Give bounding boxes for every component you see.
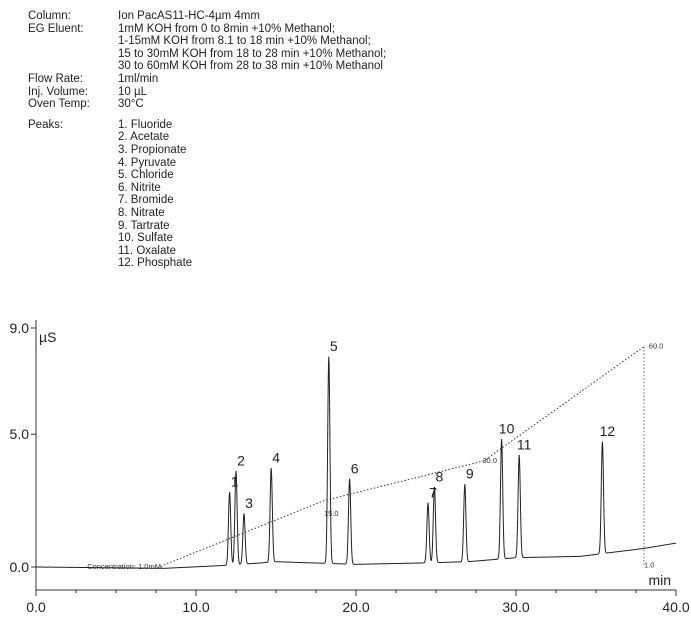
gradient-label: 60.0 [649, 342, 664, 351]
peak-marker [518, 454, 520, 457]
peak-marker [328, 356, 330, 358]
condition-injection: Inj. Volume: 10 µL [28, 86, 386, 99]
peak-label: 1 [231, 474, 239, 490]
peak-marker [433, 486, 435, 488]
peak-entry: 5. Chloride [118, 169, 174, 182]
condition-label: Oven Temp: [28, 98, 90, 111]
peak-entry: 11. Oxalate [118, 244, 176, 257]
peak-marker [501, 438, 503, 441]
peak-label: 10 [499, 421, 515, 437]
peak-marker [464, 484, 466, 486]
peak-marker [270, 468, 272, 470]
peak-label: 12 [600, 423, 616, 439]
peak-marker [427, 502, 429, 504]
condition-line: 30°C [118, 98, 144, 111]
condition-line: 30 to 60mM KOH from 28 to 38 min +10% Me… [118, 60, 383, 73]
peak-entry: 10. Sulfate [118, 232, 173, 245]
peak-entry: 9. Tartrate [118, 219, 170, 232]
peak-marker [243, 513, 245, 515]
peak-marker [349, 478, 351, 480]
y-tick-label: 5.0 [10, 426, 30, 442]
condition-oven: Oven Temp: 30°C [28, 98, 386, 111]
x-tick-label: 0.0 [26, 599, 46, 615]
peak-label: 9 [466, 466, 474, 482]
condition-eluent: EG Eluent: 1mM KOH from 0 to 8min +10% M… [28, 23, 386, 73]
condition-line: 1ml/min [118, 72, 159, 85]
peak-label: 8 [436, 468, 444, 484]
condition-line: 10 µL [118, 85, 148, 98]
peak-label: 7 [429, 484, 437, 500]
gradient-label: 30.0 [482, 456, 497, 465]
condition-label: EG Eluent: [28, 22, 84, 35]
peak-label: 6 [351, 460, 359, 476]
peak-label: 11 [517, 436, 532, 452]
peak-label: 4 [272, 450, 280, 466]
gradient-line [160, 346, 645, 568]
conditions-block: Column: Ion PacAS11-HC-4µm 4mm EG Eluent… [28, 10, 386, 270]
condition-label: Column: [28, 10, 71, 22]
peak-entry: 6. Nitrite [118, 181, 161, 194]
peak-entry: 12. Phosphate [118, 257, 193, 270]
condition-column: Column: Ion PacAS11-HC-4µm 4mm [28, 10, 386, 23]
peak-entry: 1. Fluoride [118, 118, 173, 131]
peak-label: 5 [330, 338, 338, 354]
peak-entry: 3. Propionate [118, 143, 187, 156]
condition-value: 30°C [118, 98, 144, 111]
peak-marker [601, 441, 604, 443]
peak-marker [235, 470, 237, 472]
x-unit-label: min [648, 572, 671, 588]
peak-marker [229, 492, 231, 494]
y-unit-label: µS [39, 329, 56, 345]
condition-line: 15 to 30mM KOH from 18 to 28 min +10% Me… [118, 47, 387, 60]
peaks-list: 1. Fluoride 2. Acetate 3. Propionate 4. … [118, 119, 192, 270]
condition-line: 1mM KOH from 0 to 8min +10% Methanol; [118, 22, 335, 35]
x-tick-label: 30.0 [502, 599, 529, 615]
x-tick-label: 40.0 [662, 599, 689, 615]
condition-value: 1mM KOH from 0 to 8min +10% Methanol; 1-… [118, 23, 386, 73]
gradient-label: Concentration: 1.0mM [87, 562, 161, 571]
y-tick-label: 9.0 [10, 320, 30, 336]
y-tick-label: 0.0 [10, 559, 30, 575]
chromatogram-trace [36, 357, 677, 569]
peaks-legend: Peaks: 1. Fluoride 2. Acetate 3. Propion… [28, 119, 386, 270]
condition-flow: Flow Rate: 1ml/min [28, 73, 386, 86]
condition-value: 10 µL [118, 86, 147, 99]
condition-line: 1-15mM KOH from 8.1 to 18 min +10% Metha… [118, 35, 371, 48]
x-tick-label: 20.0 [342, 599, 369, 615]
condition-value: Ion PacAS11-HC-4µm 4mm [118, 10, 260, 23]
condition-label: Inj. Volume: [28, 85, 89, 98]
peak-entry: 8. Nitrate [118, 206, 165, 219]
peak-entry: 4. Pyruvate [118, 156, 177, 169]
peaks-label: Peaks: [28, 118, 64, 131]
x-tick-label: 10.0 [182, 599, 209, 615]
peak-entry: 2. Acetate [118, 131, 170, 144]
condition-line: Ion PacAS11-HC-4µm 4mm [118, 10, 260, 22]
peak-entry: 7. Bromide [118, 194, 174, 207]
gradient-label: 1.0 [644, 561, 654, 570]
peak-label: 3 [245, 495, 253, 511]
condition-label: Flow Rate: [28, 72, 83, 85]
gradient-label: 15.0 [324, 509, 339, 518]
peak-label: 2 [237, 452, 245, 468]
condition-value: 1ml/min [118, 73, 158, 86]
